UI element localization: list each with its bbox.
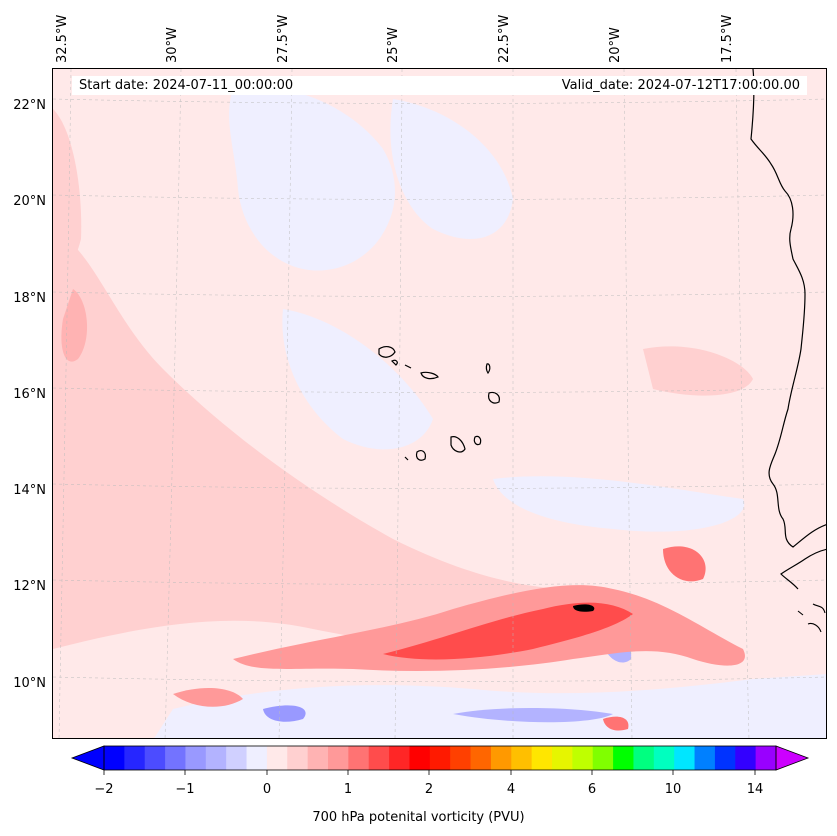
valid-date-label: Valid_date: 2024-07-12T17:00:00.00 <box>561 78 800 93</box>
colorbar-extend-low <box>70 745 105 771</box>
lon-label-32-5w: 32.5°W <box>55 14 70 63</box>
date-banner <box>72 76 807 95</box>
cb-label-minus1: −1 <box>175 782 195 797</box>
pv-west-band <box>53 229 573 649</box>
colorbar-cell <box>104 746 125 770</box>
colorbar-cell <box>633 746 655 770</box>
colorbar-extend-high <box>775 745 810 771</box>
colorbar-cell <box>674 746 696 770</box>
lon-label-30w: 30°W <box>165 27 180 63</box>
colorbar-cell <box>124 746 146 770</box>
cape-verde-islands <box>378 346 500 461</box>
lat-label-18n: 18°N <box>13 291 46 306</box>
colorbar-ticks <box>103 770 756 775</box>
pv-northwest-patch <box>53 109 82 299</box>
colorbar-cell <box>755 746 777 770</box>
pv-north-blue-2 <box>390 99 513 239</box>
cb-label-minus2: −2 <box>94 782 114 797</box>
colorbar-cell <box>246 746 268 770</box>
lon-label-27-5w: 27.5°W <box>276 14 291 63</box>
colorbar-cell <box>450 746 472 770</box>
colorbar-cell <box>653 746 675 770</box>
lon-label-20w: 20°W <box>608 27 623 63</box>
colorbar <box>70 745 810 775</box>
colorbar-cell <box>348 746 370 770</box>
pv-south-blue-core <box>263 705 306 722</box>
colorbar-cell <box>552 746 573 770</box>
cb-label-14: 14 <box>746 782 764 797</box>
colorbar-cell <box>714 746 736 770</box>
lat-label-22n: 22°N <box>13 98 46 113</box>
colorbar-cell <box>144 746 166 770</box>
colorbar-outline <box>103 745 777 771</box>
colorbar-cell <box>389 746 410 770</box>
cb-label-10: 10 <box>664 782 682 797</box>
colorbar-cell <box>226 746 248 770</box>
lat-label-12n: 12°N <box>13 579 46 594</box>
colorbar-cell <box>185 746 207 770</box>
lat-label-20n: 20°N <box>13 194 46 209</box>
colorbar-cell <box>409 746 431 770</box>
colorbar-cell <box>307 746 329 770</box>
pv-east-blue <box>493 476 745 532</box>
pv-red-core <box>383 602 633 660</box>
pv-west-patch-2 <box>61 289 88 362</box>
colorbar-cell <box>429 746 451 770</box>
pv-east-mid-patch <box>643 346 753 396</box>
colorbar-title: 700 hPa potenital vorticity (PVU) <box>312 810 525 825</box>
cb-label-6: 6 <box>587 782 597 797</box>
colorbar-cell <box>592 746 614 770</box>
lat-label-14n: 14°N <box>13 483 46 498</box>
colorbar-cell <box>531 746 553 770</box>
colorbar-cells <box>104 746 777 770</box>
africa-coastline <box>750 69 826 548</box>
pv-red-southwest <box>173 687 243 707</box>
pv-south-blue-band <box>154 674 826 738</box>
lon-label-22-5w: 22.5°W <box>497 14 512 63</box>
start-date-label: Start date: 2024-07-11_00:00:00 <box>79 78 294 93</box>
pv-north-blue <box>229 87 395 271</box>
lat-label-16n: 16°N <box>13 387 46 402</box>
pv-red-max <box>573 604 595 612</box>
colorbar-cell <box>735 746 757 770</box>
colorbar-cell <box>205 746 227 770</box>
colorbar-cell <box>470 746 492 770</box>
cb-label-4: 4 <box>506 782 516 797</box>
pv-field <box>53 69 826 738</box>
cb-label-2: 2 <box>424 782 434 797</box>
colorbar-cell <box>613 746 634 770</box>
pv-center-blue <box>282 309 433 450</box>
lat-label-10n: 10°N <box>13 676 46 691</box>
map-panel[interactable] <box>52 68 827 739</box>
lon-label-17-5w: 17.5°W <box>720 14 735 63</box>
colorbar-cell <box>266 746 288 770</box>
colorbar-cell <box>490 746 512 770</box>
colorbar-cell <box>328 746 349 770</box>
cb-label-1: 1 <box>343 782 353 797</box>
colorbar-cell <box>165 746 186 770</box>
africa-coastline-south <box>780 548 826 590</box>
pv-red-south <box>603 716 629 731</box>
colorbar-cell <box>287 746 309 770</box>
graticule <box>53 69 826 738</box>
lon-label-25w: 25°W <box>386 27 401 63</box>
colorbar-cell <box>694 746 716 770</box>
colorbar-cell <box>572 746 594 770</box>
pv-red-east <box>663 546 706 582</box>
cb-label-0: 0 <box>262 782 272 797</box>
bissagos-islands <box>797 603 826 633</box>
colorbar-cell <box>368 746 390 770</box>
pv-south-blue-core-2 <box>453 707 613 723</box>
colorbar-cell <box>511 746 533 770</box>
